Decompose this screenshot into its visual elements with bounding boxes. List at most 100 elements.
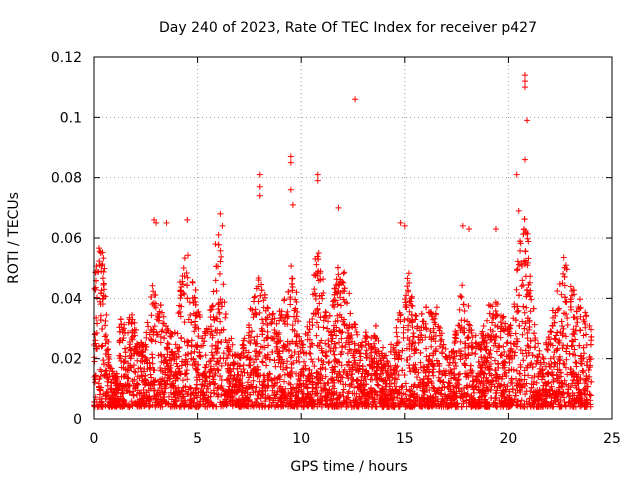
data-point [149, 301, 156, 308]
data-point [394, 340, 401, 347]
data-point [258, 287, 265, 294]
data-point [470, 386, 477, 393]
data-point [375, 382, 382, 389]
data-point [151, 323, 158, 330]
data-point [133, 401, 140, 408]
data-point [582, 309, 589, 316]
data-point [302, 381, 309, 388]
data-point [172, 341, 179, 348]
data-point [451, 365, 458, 372]
data-point [334, 290, 341, 297]
data-point [500, 362, 507, 369]
data-point [494, 373, 501, 380]
data-point [332, 340, 339, 347]
data-point [447, 367, 454, 374]
data-point [210, 387, 217, 394]
data-point [314, 253, 321, 260]
data-point [142, 354, 149, 361]
data-point [412, 400, 419, 407]
data-point [525, 281, 532, 288]
data-point [428, 309, 435, 316]
data-point [147, 380, 154, 387]
data-point [550, 403, 557, 410]
data-point [569, 338, 576, 345]
data-point [392, 386, 399, 393]
data-point [384, 391, 391, 398]
data-point [149, 354, 156, 361]
data-point [521, 216, 528, 223]
data-point [541, 359, 548, 366]
data-point [577, 403, 584, 410]
data-point [203, 373, 210, 380]
data-point [216, 329, 223, 336]
data-point [520, 282, 527, 289]
data-point [568, 398, 575, 405]
data-point [468, 369, 475, 376]
data-point [248, 334, 254, 341]
data-point [391, 366, 398, 373]
data-point [371, 396, 378, 403]
data-point [98, 287, 105, 294]
data-point [556, 339, 563, 346]
data-point [177, 295, 184, 302]
data-point [334, 358, 341, 365]
data-point [173, 360, 180, 367]
data-point [143, 357, 150, 364]
data-point [403, 292, 410, 299]
data-point [362, 350, 369, 357]
data-point [372, 348, 379, 355]
data-point [171, 356, 178, 363]
data-point [522, 248, 529, 255]
data-point [457, 338, 464, 345]
data-point [516, 322, 523, 329]
data-point [224, 345, 231, 352]
data-point [124, 381, 131, 388]
data-point [260, 320, 267, 327]
data-point [411, 346, 418, 353]
data-point [399, 367, 406, 374]
data-point [176, 344, 183, 351]
data-point [319, 295, 326, 302]
data-point [215, 231, 222, 238]
data-point [207, 358, 214, 365]
data-point [252, 353, 259, 360]
data-point [410, 361, 417, 368]
data-point [480, 338, 487, 345]
data-point [421, 364, 428, 371]
data-point [556, 281, 563, 288]
data-point [518, 397, 525, 404]
data-point [453, 394, 460, 401]
data-point [549, 372, 556, 379]
data-point [393, 329, 400, 336]
data-point [325, 380, 332, 387]
data-point [290, 359, 297, 366]
data-point [147, 336, 154, 343]
data-point [436, 360, 443, 367]
data-point [400, 324, 407, 331]
data-point [165, 393, 172, 400]
data-point [195, 371, 202, 378]
data-point [469, 349, 476, 356]
data-point [265, 382, 272, 389]
data-point [266, 396, 273, 403]
data-point [577, 304, 584, 311]
data-point [195, 308, 202, 315]
data-point [315, 277, 322, 284]
data-point [168, 362, 175, 369]
data-point [192, 365, 199, 372]
data-point [217, 258, 224, 265]
data-point [183, 270, 190, 277]
data-point [521, 258, 528, 265]
data-point [564, 342, 571, 349]
data-point [527, 287, 534, 294]
data-point [299, 344, 306, 351]
data-point [378, 389, 385, 396]
data-point [265, 342, 272, 349]
data-point [571, 346, 578, 353]
data-point [333, 332, 340, 339]
data-point [395, 372, 402, 379]
data-point [322, 309, 329, 316]
data-point [264, 351, 271, 358]
data-point [537, 370, 544, 377]
data-point [528, 360, 535, 367]
